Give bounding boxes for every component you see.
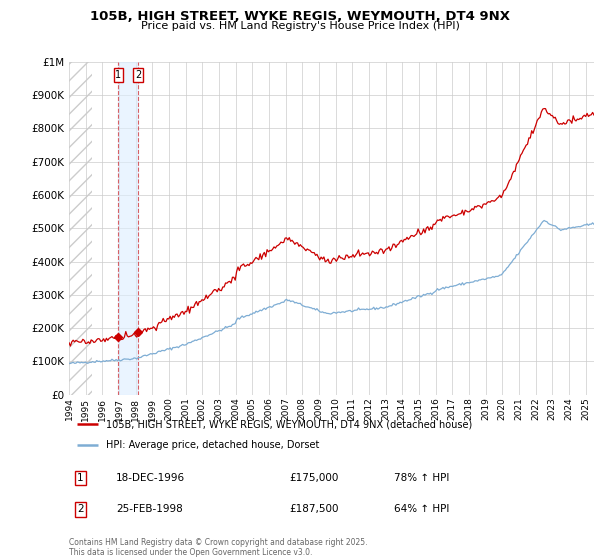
Text: £187,500: £187,500 [290, 505, 339, 515]
Text: 1: 1 [77, 473, 84, 483]
Text: 64% ↑ HPI: 64% ↑ HPI [395, 505, 450, 515]
Text: Price paid vs. HM Land Registry's House Price Index (HPI): Price paid vs. HM Land Registry's House … [140, 21, 460, 31]
Text: 25-FEB-1998: 25-FEB-1998 [116, 505, 183, 515]
Bar [118, 62, 138, 395]
Text: £175,000: £175,000 [290, 473, 339, 483]
Text: 18-DEC-1996: 18-DEC-1996 [116, 473, 185, 483]
Text: 2: 2 [77, 505, 84, 515]
Text: 105B, HIGH STREET, WYKE REGIS, WEYMOUTH, DT4 9NX (detached house): 105B, HIGH STREET, WYKE REGIS, WEYMOUTH,… [106, 419, 472, 429]
Bar [69, 62, 92, 395]
Text: 105B, HIGH STREET, WYKE REGIS, WEYMOUTH, DT4 9NX: 105B, HIGH STREET, WYKE REGIS, WEYMOUTH,… [90, 10, 510, 23]
Text: 1: 1 [115, 70, 121, 80]
Text: 2: 2 [135, 70, 141, 80]
Text: Contains HM Land Registry data © Crown copyright and database right 2025.
This d: Contains HM Land Registry data © Crown c… [69, 538, 367, 557]
Text: HPI: Average price, detached house, Dorset: HPI: Average price, detached house, Dors… [106, 440, 319, 450]
Text: 78% ↑ HPI: 78% ↑ HPI [395, 473, 450, 483]
